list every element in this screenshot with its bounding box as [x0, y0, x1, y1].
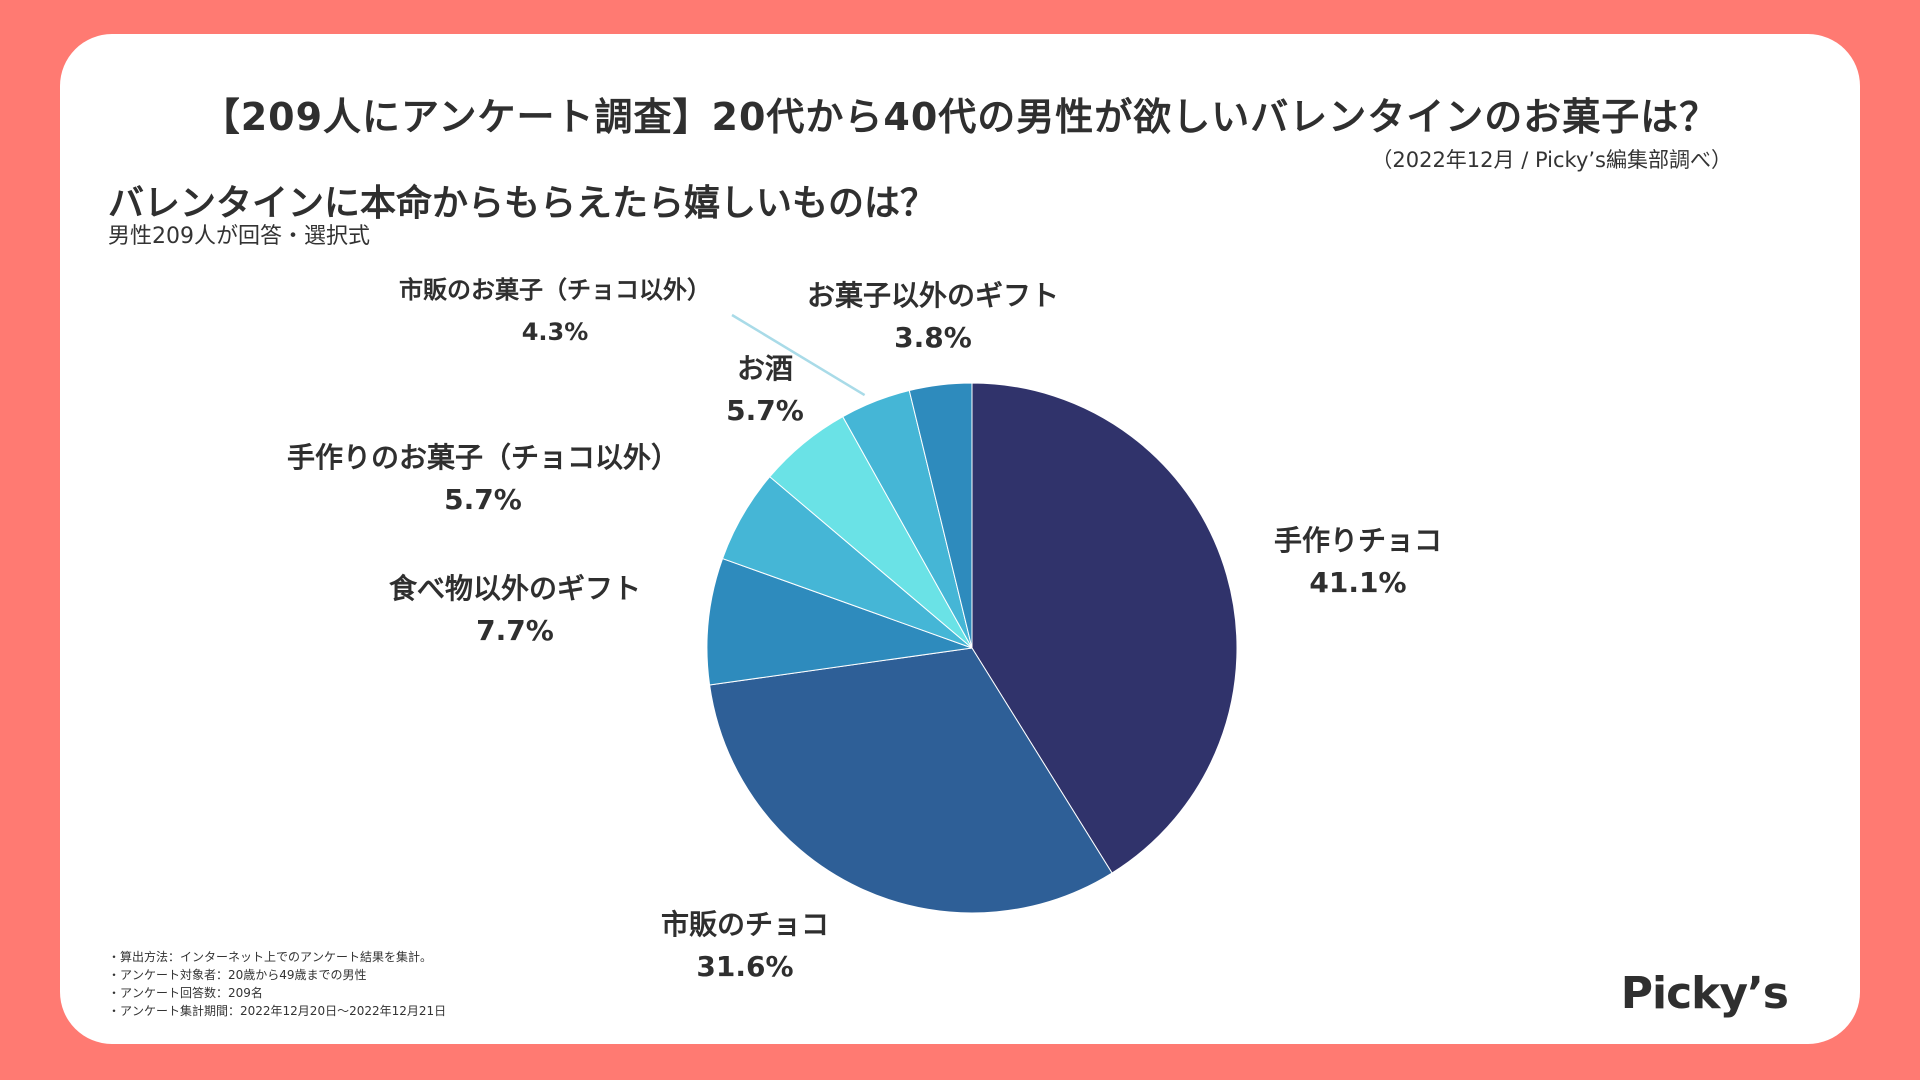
note-item: ・アンケート対象者：20歳から49歳までの男性 [108, 968, 367, 982]
note-item: ・アンケート回答数：209名 [108, 986, 263, 1000]
slice-label: 食べ物以外のギフト [389, 572, 641, 605]
slice-label: 手作りチョコ [1274, 524, 1442, 557]
chart-subtitle: 男性209人が回答・選択式 [108, 224, 370, 249]
pie-slice [971, 382, 1238, 874]
slice-label: 市販のお菓子（チョコ以外） [399, 276, 711, 304]
slice-label: お酒 [737, 352, 793, 385]
slice-label: お菓子以外のギフト [807, 279, 1059, 312]
slice-value-label: 3.8% [894, 321, 972, 354]
page-title: 【209人にアンケート調査】20代から40代の男性が欲しいバレンタインのお菓子は… [201, 95, 1719, 139]
chart-title: バレンタインに本命からもらえたら嬉しいものは？ [108, 183, 937, 224]
slice-value-label: 7.7% [476, 614, 554, 647]
slice-value-label: 5.7% [444, 483, 522, 516]
pie-slice [908, 382, 973, 649]
slice-value-label: 4.3% [522, 318, 589, 346]
survey-notes: ・算出方法：インターネット上でのアンケート結果を集計。 ・アンケート対象者：20… [108, 948, 446, 1020]
slice-value-label: 31.6% [696, 950, 793, 983]
slice-value-label: 41.1% [1309, 566, 1406, 599]
pie-slice [706, 557, 973, 686]
infographic-card: 【209人にアンケート調査】20代から40代の男性が欲しいバレンタインのお菓子は… [60, 34, 1860, 1044]
note-item: ・算出方法：インターネット上でのアンケート結果を集計。 [108, 950, 433, 964]
slice-label: 市販のチョコ [661, 908, 829, 941]
slice-label: 手作りのお菓子（チョコ以外） [287, 441, 679, 474]
note-item: ・アンケート集計期間：2022年12月20日〜2022年12月21日 [108, 1004, 447, 1018]
leader-line [731, 313, 866, 397]
pie-slice [709, 647, 1113, 914]
slice-value-label: 5.7% [726, 394, 804, 427]
brand-logo: Picky’s [1620, 968, 1789, 1019]
pie-chart: 手作りチョコ 41.1% 市販のチョコ 31.6% 食べ物以外のギフト 7.7% 手作りのお… [287, 276, 1442, 983]
survey-source: （2022年12月 / Picky’s編集部調べ） [1371, 148, 1732, 172]
